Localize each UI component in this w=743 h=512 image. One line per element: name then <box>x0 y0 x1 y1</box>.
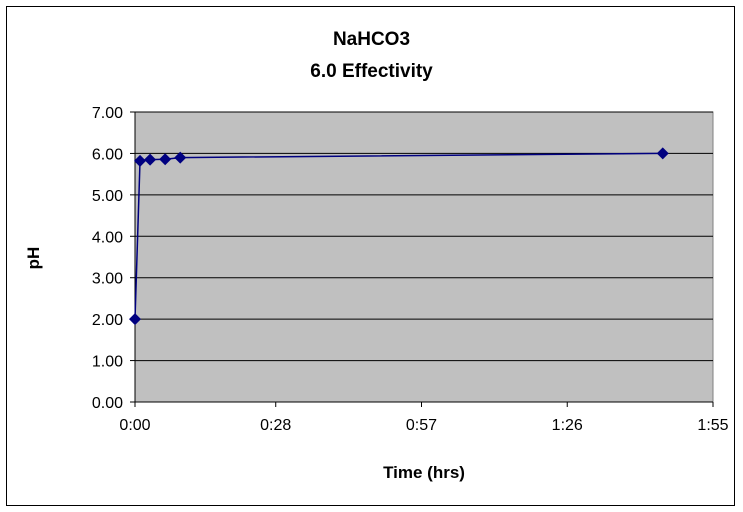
x-tick-label: 1:26 <box>552 417 583 434</box>
x-tick-label: 0:28 <box>260 417 291 434</box>
chart-title: NaHCO3 <box>332 29 411 50</box>
data-point-marker <box>656 147 669 160</box>
data-point-marker <box>174 151 187 164</box>
x-axis-label: Time (hrs) <box>383 463 465 482</box>
y-tick-label: 0.00 <box>92 395 123 412</box>
y-tick-label: 3.00 <box>92 271 123 288</box>
data-point-marker <box>159 153 172 166</box>
y-tick-label: 2.00 <box>92 312 123 329</box>
chart-subtitle: 6.0 Effectivity <box>310 61 433 82</box>
y-tick-label: 4.00 <box>92 229 123 246</box>
x-tick-label: 1:55 <box>697 417 728 434</box>
y-tick-label: 7.00 <box>92 105 123 122</box>
y-tick-label: 5.00 <box>92 188 123 205</box>
x-tick-label: 0:57 <box>406 417 437 434</box>
data-point-marker <box>129 313 141 326</box>
data-point-marker <box>134 154 147 167</box>
series-line <box>134 152 663 320</box>
data-point-marker <box>144 153 157 166</box>
y-tick-label: 6.00 <box>92 146 123 163</box>
y-tick-label: 1.00 <box>92 354 123 371</box>
x-tick-label: 0:00 <box>119 417 150 434</box>
